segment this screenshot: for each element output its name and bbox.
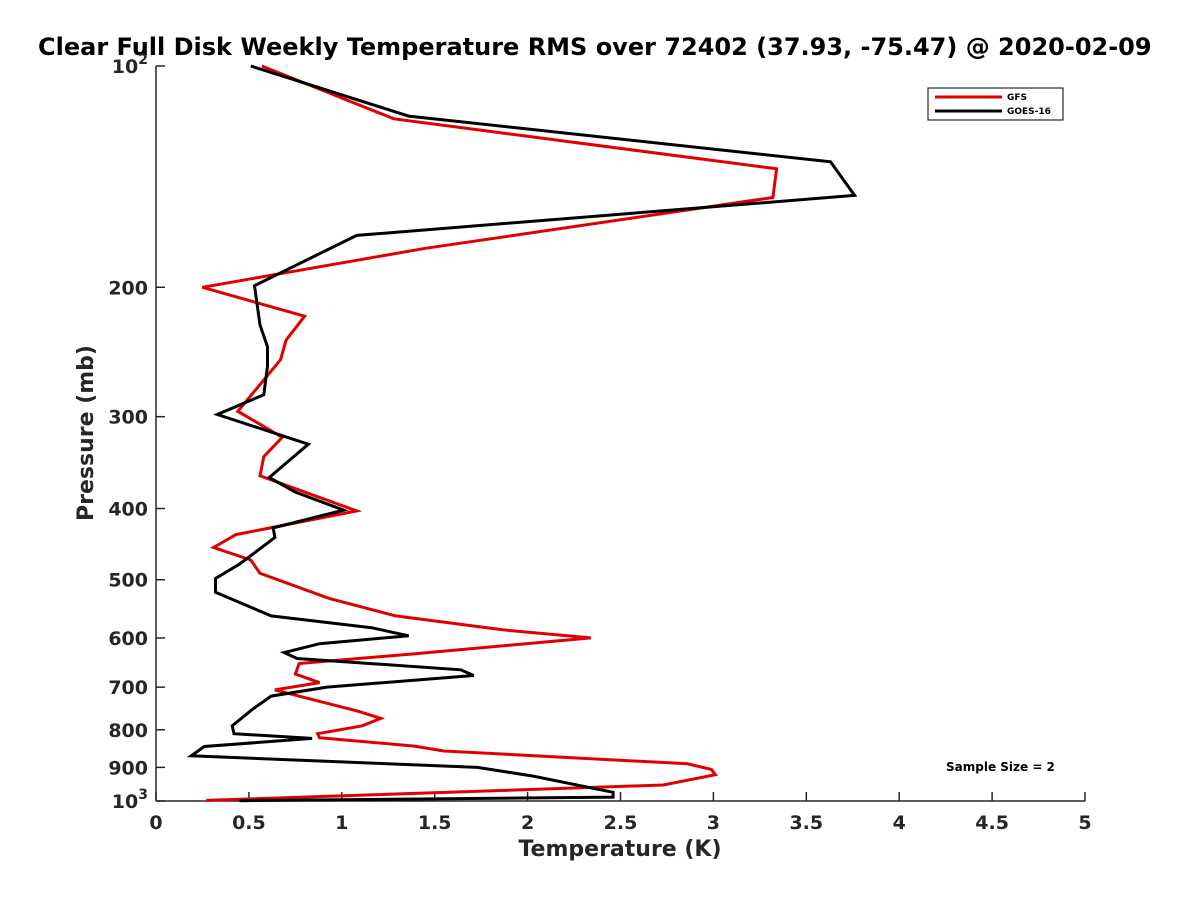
x-tick-label: 2.5 [604,812,638,834]
legend-label-goes16: GOES-16 [1007,107,1051,117]
y-tick-label: 800 [108,720,148,742]
y-tick-label: 400 [108,499,148,521]
series-line-goes16 [186,64,858,803]
x-tick-label: 4 [893,812,906,834]
x-tick-label: 3 [707,812,720,834]
y-tick-label: 103 [112,787,148,813]
x-axis-label: Temperature (K) [518,837,721,862]
y-tick-label: 200 [108,277,148,299]
x-tick-label: 1 [335,812,348,834]
y-tick-label: 900 [108,757,148,779]
y-axis-label: Pressure (mb) [74,345,99,521]
legend: GFS GOES-16 [927,87,1064,121]
x-ticks: 0 0.5 1 1.5 2 2.5 3 3.5 4 4.5 5 [149,792,1092,834]
x-tick-label: 0.5 [232,812,266,834]
chart-title: Clear Full Disk Weekly Temperature RMS o… [38,33,1152,61]
series-line-gfs [201,64,779,802]
x-tick-label: 3.5 [789,812,823,834]
x-tick-label: 2 [521,812,534,834]
legend-label-gfs: GFS [1007,93,1027,103]
y-ticks: 102 200 300 400 500 600 700 800 900 103 [108,52,165,813]
y-tick-label: 500 [108,570,148,592]
y-tick-label: 600 [108,628,148,650]
y-tick-label: 700 [108,677,148,699]
y-tick-label: 102 [112,52,148,78]
x-tick-label: 0 [149,812,162,834]
x-tick-label: 5 [1078,812,1091,834]
legend-box [927,87,1064,121]
x-tick-label: 4.5 [975,812,1009,834]
series-lines [186,64,858,803]
sample-size-annotation: Sample Size = 2 [946,760,1055,774]
y-tick-label: 300 [108,407,148,429]
x-tick-label: 1.5 [418,812,452,834]
